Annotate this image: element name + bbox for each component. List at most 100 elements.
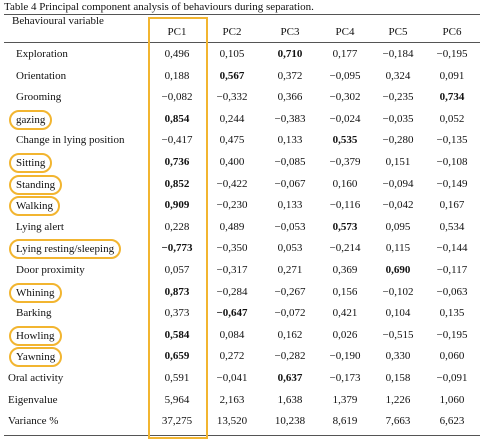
value-cell: −0,116 [329, 199, 361, 212]
value-cell: −0,063 [436, 285, 468, 298]
value-cell: −0,773 [161, 242, 193, 255]
value-cell: 0,489 [219, 220, 245, 233]
label-cell: gazing [9, 109, 53, 130]
value-cell: 0,852 [164, 177, 190, 190]
value-cell: 0,584 [164, 328, 190, 341]
pc1-highlight [148, 17, 208, 439]
value-cell: 7,663 [385, 415, 411, 428]
value-cell: −0,379 [329, 156, 361, 168]
value-cell: 0,573 [332, 220, 358, 233]
value-cell: −0,267 [274, 285, 306, 298]
column-header: PC3 [280, 26, 300, 38]
value-cell: −0,284 [216, 285, 248, 298]
value-cell: −0,035 [382, 112, 414, 125]
value-cell: 0,736 [164, 156, 190, 168]
value-cell: 0,534 [439, 220, 465, 233]
value-cell: 13,520 [216, 415, 248, 428]
highlighted-label: Lying resting/sleeping [9, 239, 122, 260]
value-cell: 0,133 [277, 199, 303, 212]
value-cell: 0,366 [277, 91, 303, 104]
value-cell: 0,158 [385, 372, 411, 384]
value-cell: −0,042 [382, 199, 414, 212]
value-cell: 1,379 [332, 393, 358, 406]
value-cell: −0,422 [216, 177, 248, 190]
value-cell: 0,369 [332, 264, 358, 276]
value-cell: 0,052 [439, 112, 465, 125]
value-cell: −0,195 [436, 48, 468, 60]
top-rule [4, 14, 480, 15]
value-cell: −0,184 [382, 48, 414, 60]
value-cell: 0,854 [164, 112, 190, 125]
value-cell: −0,317 [216, 264, 248, 276]
value-cell: 0,156 [332, 285, 358, 298]
value-cell: −0,417 [161, 134, 193, 147]
value-cell: 1,226 [385, 393, 411, 406]
value-cell: 0,909 [164, 199, 190, 212]
value-cell: −0,149 [436, 177, 468, 190]
value-cell: −0,117 [436, 264, 468, 276]
value-cell: −0,647 [216, 307, 248, 320]
value-cell: 0,591 [164, 372, 190, 384]
value-cell: 0,710 [277, 48, 303, 60]
value-cell: 0,060 [439, 350, 465, 363]
highlighted-label: gazing [9, 109, 53, 130]
value-cell: −0,280 [382, 134, 414, 147]
value-cell: 0,400 [219, 156, 245, 168]
row-label: Grooming [16, 91, 62, 104]
value-cell: −0,041 [216, 372, 248, 384]
value-cell: −0,515 [382, 328, 414, 341]
value-cell: −0,230 [216, 199, 248, 212]
caption: Table 4 Principal component analysis of … [4, 1, 314, 13]
value-cell: 0,535 [332, 134, 358, 147]
value-cell: 0,228 [164, 220, 190, 233]
value-cell: −0,173 [329, 372, 361, 384]
row-label: Orientation [16, 69, 67, 82]
value-cell: 8,619 [332, 415, 358, 428]
value-cell: 0,053 [277, 242, 303, 255]
highlighted-label: Walking [9, 196, 60, 217]
value-cell: −0,332 [216, 91, 248, 104]
value-cell: −0,085 [274, 156, 306, 168]
column-header: PC5 [388, 26, 408, 38]
value-cell: −0,135 [436, 134, 468, 147]
value-cell: 2,163 [219, 393, 245, 406]
value-cell: −0,282 [274, 350, 306, 363]
value-cell: 0,167 [439, 199, 465, 212]
value-cell: 0,873 [164, 285, 190, 298]
value-cell: −0,082 [161, 91, 193, 104]
value-cell: 0,567 [219, 69, 245, 82]
value-cell: 0,637 [277, 372, 303, 384]
value-cell: −0,072 [274, 307, 306, 320]
value-cell: −0,091 [436, 372, 468, 384]
value-cell: 0,690 [385, 264, 411, 276]
value-cell: −0,195 [436, 328, 468, 341]
value-cell: 0,324 [385, 69, 411, 82]
row-label: Eigenvalue [8, 393, 58, 406]
value-cell: 0,095 [385, 220, 411, 233]
value-cell: 0,496 [164, 48, 190, 60]
value-cell: 6,623 [439, 415, 465, 428]
variable-header: Behavioural variable [12, 15, 104, 27]
value-cell: 0,026 [332, 328, 358, 341]
value-cell: 0,271 [277, 264, 303, 276]
value-cell: 5,964 [164, 393, 190, 406]
value-cell: −0,095 [329, 69, 361, 82]
column-header: PC2 [222, 26, 242, 38]
value-cell: 0,734 [439, 91, 465, 104]
value-cell: 0,162 [277, 328, 303, 341]
column-header: PC6 [442, 26, 462, 38]
highlighted-label: Standing [9, 174, 63, 195]
row-label: Change in lying position [16, 134, 125, 147]
value-cell: 0,244 [219, 112, 245, 125]
value-cell: 0,372 [277, 69, 303, 82]
bottom-rule [4, 435, 480, 436]
value-cell: 10,238 [274, 415, 306, 428]
value-cell: −0,053 [274, 220, 306, 233]
value-cell: 0,330 [385, 350, 411, 363]
row-label: Lying alert [16, 220, 64, 233]
row-label: Exploration [16, 48, 68, 60]
highlighted-label: Whining [9, 282, 62, 303]
label-cell: Whining [9, 282, 62, 303]
label-cell: Sitting [9, 153, 53, 173]
